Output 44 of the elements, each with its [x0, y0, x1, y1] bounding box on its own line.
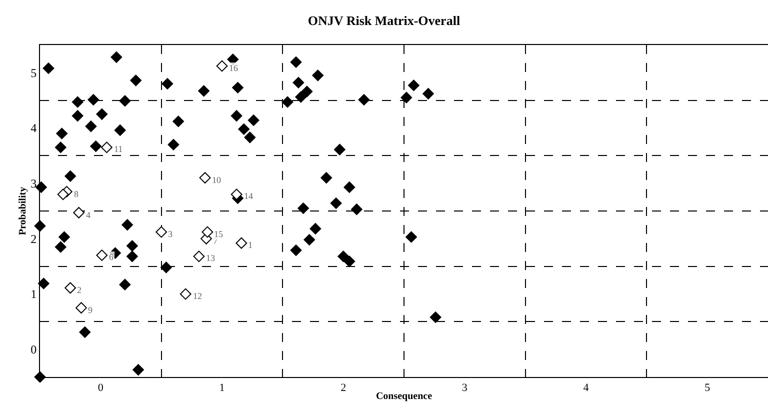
x-tick-label: 1	[219, 382, 225, 394]
y-tick-label: 0	[30, 342, 37, 357]
annotation: 6	[109, 252, 114, 262]
x-tick-label: 4	[583, 382, 590, 394]
annotation: 15	[214, 229, 224, 239]
annotation: 12	[193, 291, 202, 301]
point	[96, 250, 108, 261]
chart-title: ONJV Risk Matrix-Overall	[308, 13, 460, 28]
annotation: 2	[77, 285, 82, 295]
annotation: 4	[86, 210, 91, 220]
point	[230, 188, 242, 200]
point	[73, 206, 85, 218]
x-tick-label: 5	[704, 382, 711, 394]
point	[216, 60, 228, 72]
annotation: 13	[206, 253, 216, 263]
y-axis-title: Probability	[18, 186, 29, 236]
point	[101, 142, 112, 154]
y-tick-label: 1	[30, 287, 37, 302]
y-tick-label: 2	[30, 232, 37, 246]
annotation: 11	[114, 144, 123, 154]
x-axis-title: Consequence	[376, 391, 433, 402]
point	[236, 237, 248, 249]
annotation: 16	[229, 63, 238, 73]
point	[76, 302, 87, 314]
point	[64, 282, 76, 294]
point	[199, 172, 211, 184]
y-tick-label: 5	[30, 66, 37, 80]
annotation: 10	[212, 175, 222, 185]
y-tick-label: 3	[30, 176, 37, 191]
point	[57, 188, 69, 200]
annotation: 3	[168, 229, 173, 239]
annotation: 9	[88, 305, 93, 315]
annotation: 7	[213, 236, 218, 246]
x-tick-label: 0	[98, 382, 104, 394]
annotation: 1	[248, 240, 252, 250]
annotation: 14	[244, 191, 254, 201]
point	[156, 226, 168, 238]
point	[193, 250, 205, 262]
x-tick-label: 3	[462, 382, 468, 394]
annotation: 8	[74, 189, 79, 199]
point	[202, 226, 214, 238]
y-tick-label: 4	[30, 121, 37, 136]
x-tick-label: 2	[340, 382, 346, 394]
point	[180, 288, 192, 300]
